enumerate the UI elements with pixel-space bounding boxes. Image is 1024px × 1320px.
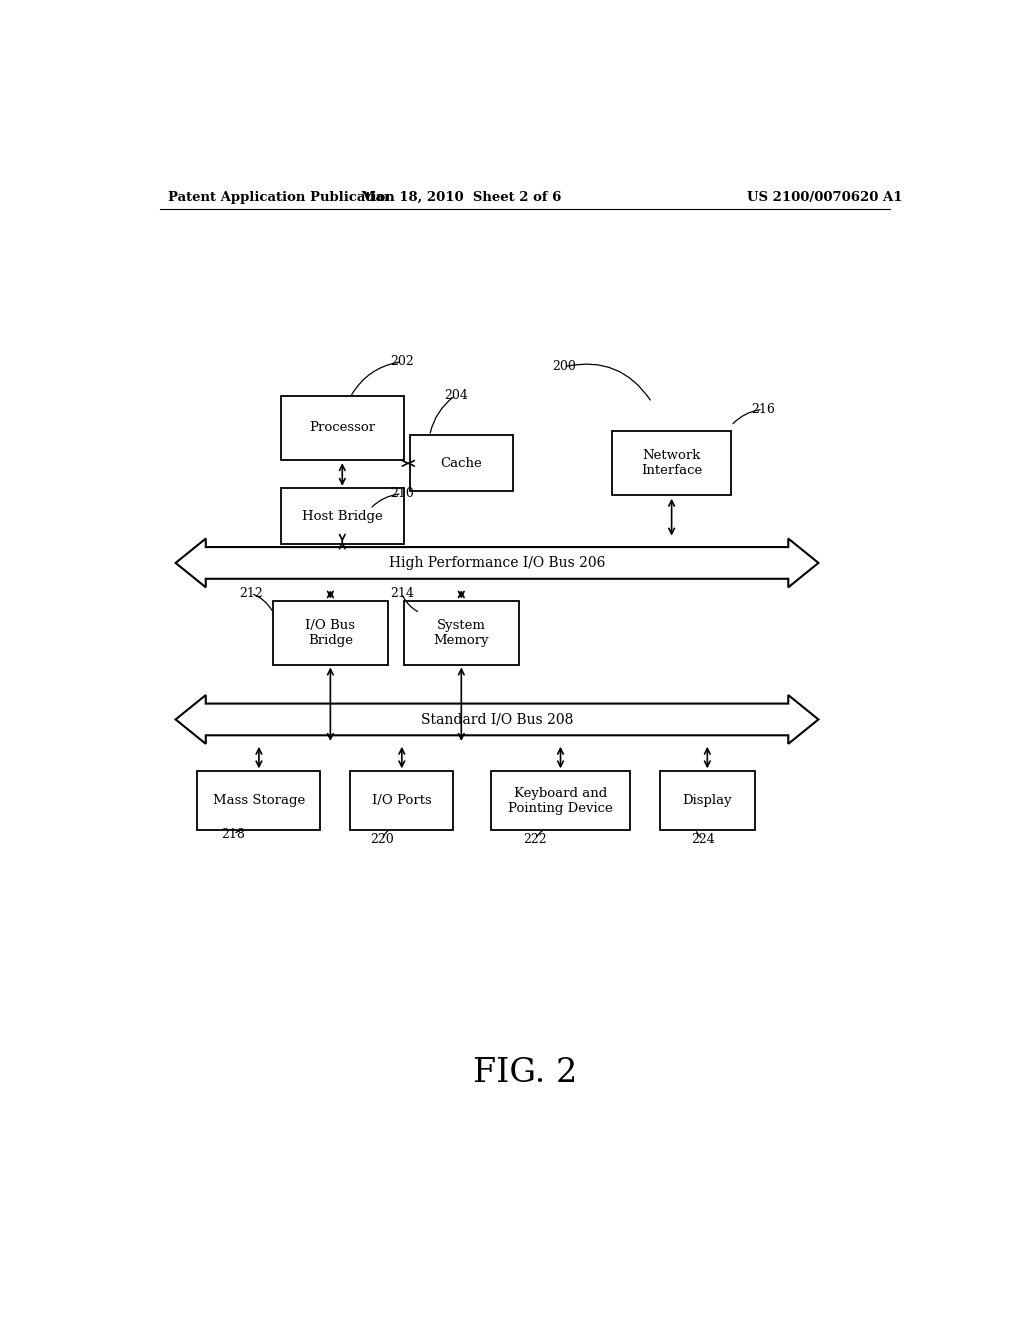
Text: 216: 216 <box>751 403 775 416</box>
Text: 220: 220 <box>370 833 394 846</box>
Text: Network
Interface: Network Interface <box>641 449 702 478</box>
Text: 214: 214 <box>390 587 414 599</box>
Text: 200: 200 <box>553 360 577 374</box>
FancyBboxPatch shape <box>492 771 630 830</box>
Text: 212: 212 <box>240 587 263 599</box>
FancyBboxPatch shape <box>659 771 755 830</box>
FancyBboxPatch shape <box>272 601 388 665</box>
Text: Cache: Cache <box>440 457 482 470</box>
FancyBboxPatch shape <box>281 488 403 544</box>
Text: 202: 202 <box>390 355 414 368</box>
Text: System
Memory: System Memory <box>433 619 489 647</box>
Text: 210: 210 <box>390 487 414 500</box>
Text: Processor: Processor <box>309 421 376 434</box>
FancyBboxPatch shape <box>403 601 519 665</box>
Text: 222: 222 <box>523 833 547 846</box>
FancyBboxPatch shape <box>281 396 403 459</box>
Text: Host Bridge: Host Bridge <box>302 510 383 523</box>
Text: Display: Display <box>683 795 732 808</box>
Text: US 2100/0070620 A1: US 2100/0070620 A1 <box>748 190 902 203</box>
FancyBboxPatch shape <box>410 436 513 491</box>
Text: Standard I/O Bus 208: Standard I/O Bus 208 <box>421 713 573 726</box>
Polygon shape <box>176 539 818 587</box>
FancyBboxPatch shape <box>350 771 454 830</box>
Text: Patent Application Publication: Patent Application Publication <box>168 190 394 203</box>
Text: 218: 218 <box>221 828 246 841</box>
Text: Mass Storage: Mass Storage <box>213 795 305 808</box>
Text: Keyboard and
Pointing Device: Keyboard and Pointing Device <box>508 787 613 814</box>
Text: I/O Bus
Bridge: I/O Bus Bridge <box>305 619 355 647</box>
FancyBboxPatch shape <box>612 432 731 495</box>
Text: Mar. 18, 2010  Sheet 2 of 6: Mar. 18, 2010 Sheet 2 of 6 <box>361 190 561 203</box>
Text: 224: 224 <box>691 833 715 846</box>
Text: 204: 204 <box>443 388 468 401</box>
Text: FIG. 2: FIG. 2 <box>473 1057 577 1089</box>
Text: I/O Ports: I/O Ports <box>372 795 432 808</box>
Polygon shape <box>176 696 818 744</box>
Text: High Performance I/O Bus 206: High Performance I/O Bus 206 <box>389 556 605 570</box>
FancyBboxPatch shape <box>198 771 321 830</box>
